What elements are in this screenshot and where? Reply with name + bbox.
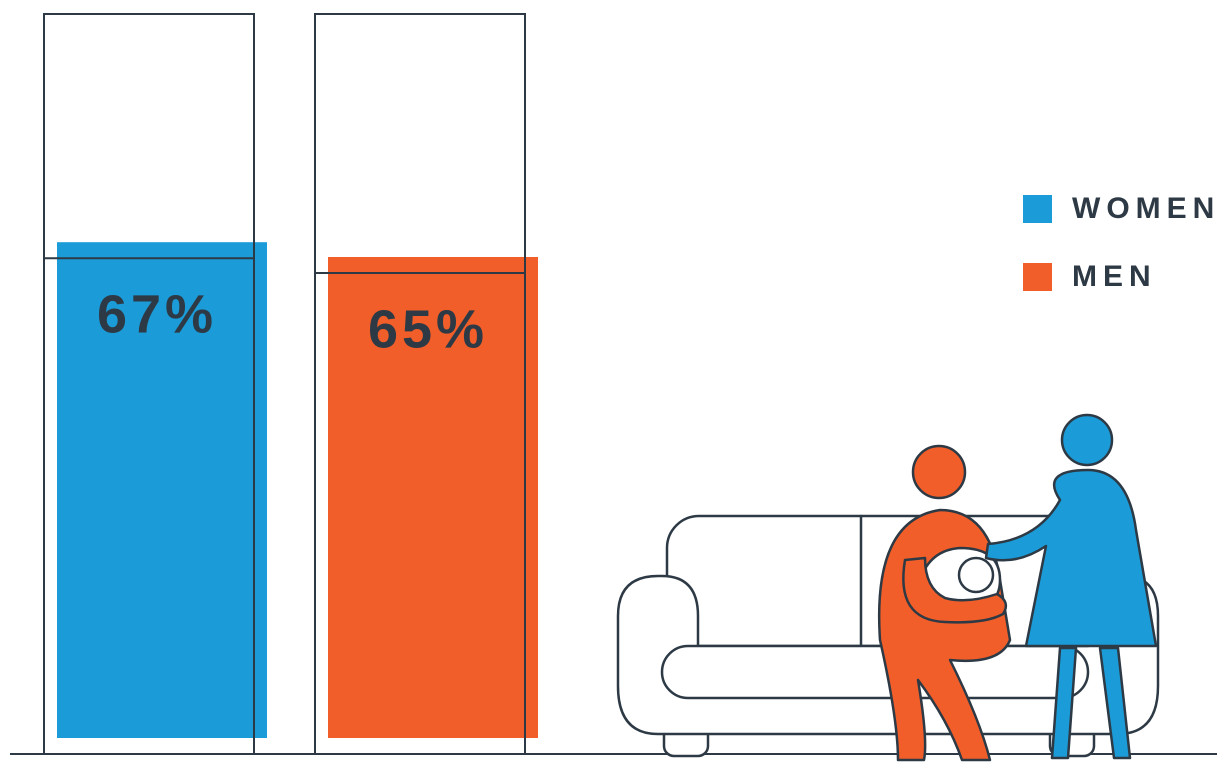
woman-legs — [1050, 646, 1132, 760]
value-label: 67% — [97, 284, 217, 344]
illustration — [616, 413, 1160, 762]
man-arm — [902, 556, 1008, 624]
woman-body — [984, 468, 1158, 648]
bar-frame — [43, 13, 255, 755]
bar — [57, 242, 267, 738]
legend-swatch — [1023, 195, 1052, 223]
man-head — [911, 444, 967, 500]
value-label: 65% — [368, 299, 488, 359]
baby-head — [957, 556, 995, 594]
legend-swatch — [1023, 263, 1052, 291]
legend-label: WOMEN — [1072, 192, 1217, 225]
bar — [328, 257, 538, 738]
bar-frame — [314, 13, 526, 755]
couch-cushion — [660, 644, 1090, 700]
woman-head — [1060, 413, 1114, 467]
legend-label: MEN — [1072, 260, 1157, 293]
